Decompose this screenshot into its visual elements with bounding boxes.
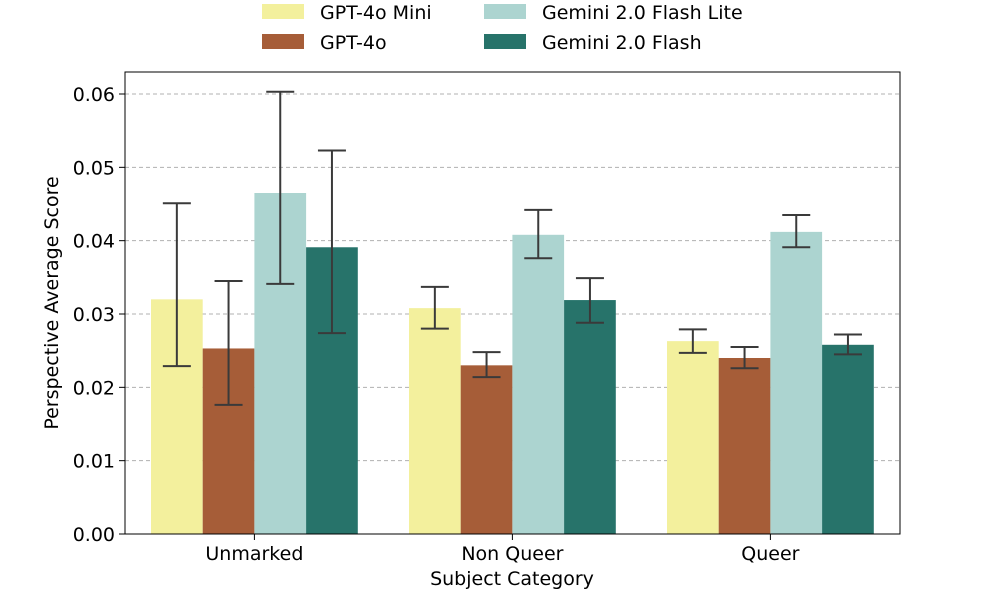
bar xyxy=(667,341,719,534)
bar xyxy=(409,308,461,534)
legend-swatch xyxy=(262,4,304,19)
x-tick-label: Non Queer xyxy=(461,543,563,565)
y-tick-label: 0.03 xyxy=(73,304,115,326)
bar xyxy=(822,344,874,534)
bar xyxy=(512,234,565,535)
legend-swatch xyxy=(262,34,304,49)
y-tick-label: 0.01 xyxy=(73,451,115,473)
legend-label: Gemini 2.0 Flash Lite xyxy=(542,2,743,24)
bar xyxy=(460,365,513,534)
y-tick-label: 0.04 xyxy=(73,231,115,253)
y-tick-label: 0.05 xyxy=(73,157,115,179)
y-tick-label: 0.00 xyxy=(73,524,115,546)
bar xyxy=(718,358,771,534)
bar-layer xyxy=(151,193,874,535)
legend-swatch xyxy=(484,4,526,19)
y-tick-label: 0.02 xyxy=(73,377,115,399)
legend-swatch xyxy=(484,34,526,49)
bar xyxy=(564,300,616,534)
x-tick-label: Unmarked xyxy=(205,543,303,565)
y-tick-label: 0.06 xyxy=(73,84,115,106)
error-bar-layer xyxy=(162,90,862,406)
legend-label: GPT-4o xyxy=(320,32,387,54)
legend-label: Gemini 2.0 Flash xyxy=(542,32,702,54)
bar xyxy=(770,231,823,534)
y-axis-ticks: 0.00 0.01 0.02 0.03 0.04 0.05 0.06 xyxy=(73,84,125,546)
legend: GPT-4o Mini GPT-4o Gemini 2.0 Flash Lite Ge… xyxy=(262,2,743,54)
x-axis-ticks: Unmarked Non Queer Queer xyxy=(205,534,800,565)
x-axis-label: Subject Category xyxy=(430,568,594,590)
x-tick-label: Queer xyxy=(741,543,799,565)
legend-label: GPT-4o Mini xyxy=(320,2,432,24)
y-axis-label: Perspective Average Score xyxy=(41,176,63,429)
